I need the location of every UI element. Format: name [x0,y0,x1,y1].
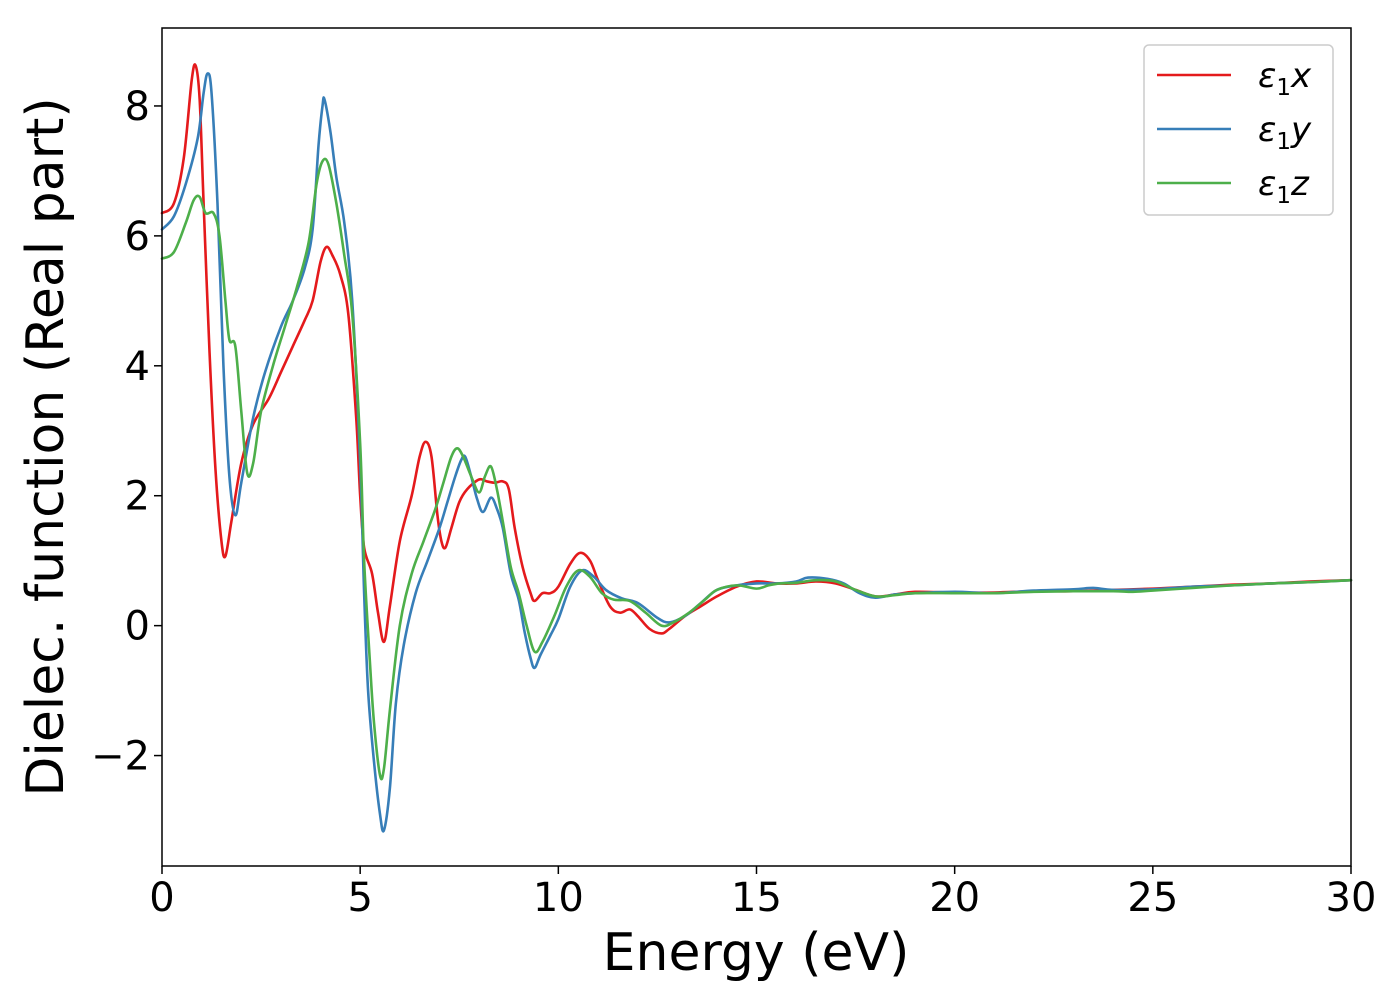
series-line-1 [160,63,1353,644]
series-line-2 [160,72,1353,833]
y-axis: −2 0 2 4 6 8 [91,84,162,780]
y-tick-label: 2 [125,474,150,520]
x-axis: 0 5 10 15 20 25 30 [149,866,1376,921]
y-tick-label: 6 [125,214,150,260]
legend-box [1143,44,1334,216]
legend-label-3: ε1z [1258,164,1310,209]
series-layer [160,63,1353,833]
legend: ε1x ε1y ε1z [1143,44,1334,216]
y-tick-label: 8 [125,84,150,130]
x-tick-label: 0 [149,875,174,921]
y-tick-label: 4 [125,344,150,390]
legend-label-2: ε1y [1258,110,1312,155]
y-axis-label: Dielec. function (Real part) [16,97,76,796]
x-tick-label: 30 [1326,875,1377,921]
x-tick-label: 15 [731,875,782,921]
y-tick-label: −2 [91,734,150,780]
series-line-3 [160,157,1353,781]
x-tick-label: 10 [533,875,584,921]
x-tick-label: 25 [1127,875,1178,921]
legend-label-1: ε1x [1258,56,1312,101]
y-tick-label: 0 [125,604,150,650]
x-tick-label: 20 [929,875,980,921]
x-axis-label: Energy (eV) [603,923,910,983]
x-tick-label: 5 [347,875,372,921]
